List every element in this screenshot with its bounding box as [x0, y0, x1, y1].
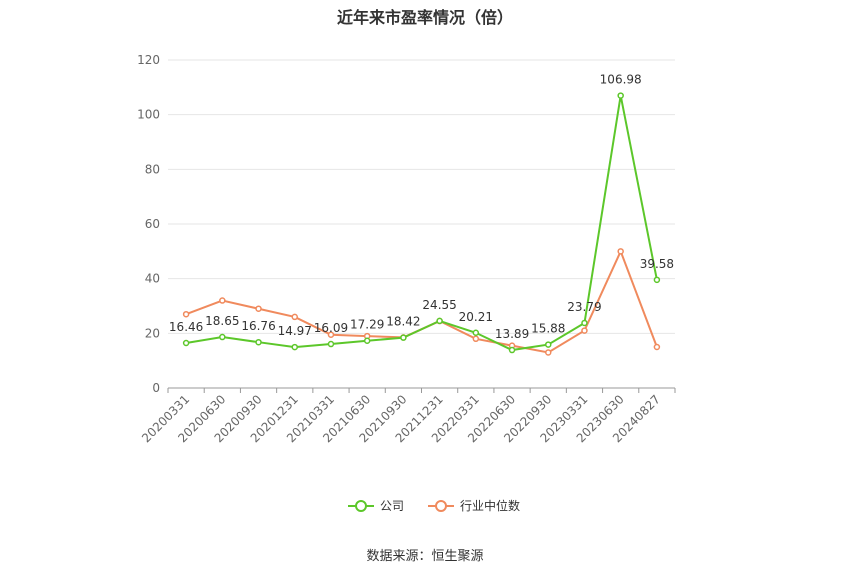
data-point [472, 335, 480, 343]
legend-label: 行业中位数 [460, 498, 520, 513]
data-label: 23.79 [567, 300, 601, 314]
y-tick-label: 80 [145, 162, 160, 176]
data-label: 18.42 [386, 315, 420, 329]
series-line-company [185, 95, 658, 352]
legend-marker [355, 500, 367, 512]
y-tick-label: 0 [152, 381, 160, 395]
data-point [581, 327, 588, 334]
data-label: 14.97 [278, 324, 312, 338]
data-point [291, 343, 298, 351]
data-label: 106.98 [600, 73, 642, 87]
y-tick-label: 40 [145, 272, 160, 286]
chart-title: 近年来市盈率情况（倍） [336, 8, 513, 27]
data-point [255, 305, 262, 312]
data-point [182, 310, 190, 318]
data-point [545, 341, 552, 348]
data-point [436, 317, 443, 325]
data-point [327, 331, 335, 338]
data-point [581, 319, 588, 327]
data-source: 数据来源：恒生聚源 [366, 549, 484, 564]
data-point [219, 333, 226, 341]
data-point [327, 340, 335, 348]
data-point [472, 329, 480, 337]
data-point [182, 339, 190, 347]
data-label: 17.29 [350, 318, 384, 332]
data-point [545, 349, 552, 356]
legend-item-industry-median: 行业中位数 [428, 498, 520, 513]
data-point [617, 248, 624, 255]
data-point [400, 334, 407, 341]
data-point [219, 297, 226, 304]
y-tick-label: 60 [145, 217, 160, 231]
data-label: 16.09 [314, 321, 348, 335]
y-tick-label: 120 [137, 53, 160, 67]
data-point [508, 346, 516, 354]
data-label: 18.65 [205, 314, 239, 328]
legend-label: 公司 [380, 499, 404, 513]
y-tick-label: 20 [145, 326, 160, 340]
legend-item-company: 公司 [348, 499, 404, 513]
data-point [291, 313, 298, 321]
data-label: 15.88 [531, 322, 565, 336]
legend-marker [435, 500, 447, 512]
data-label: 16.76 [241, 319, 275, 333]
y-tick-label: 100 [137, 108, 160, 122]
data-label: 20.21 [459, 310, 493, 324]
data-point [653, 343, 661, 351]
data-label: 13.89 [495, 327, 529, 341]
data-point [653, 276, 661, 284]
data-label: 24.55 [422, 298, 456, 312]
data-point [617, 92, 624, 99]
data-label: 16.46 [169, 320, 203, 334]
data-point [255, 338, 262, 346]
data-point [363, 337, 371, 344]
data-label: 39.58 [640, 257, 674, 271]
